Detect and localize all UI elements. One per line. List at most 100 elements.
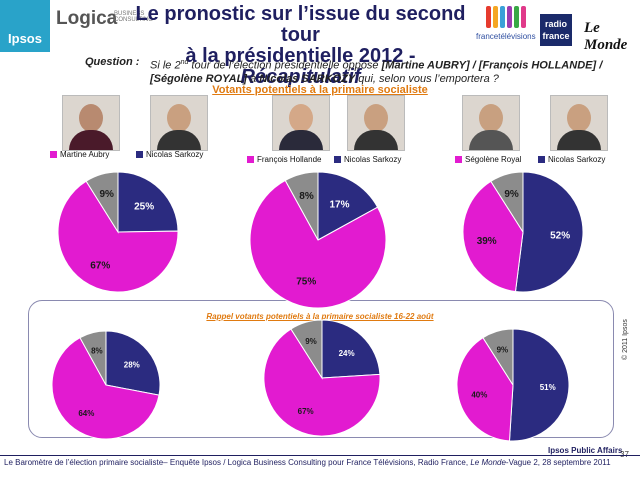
question-part-2: tour de l’élection présidentielle oppose — [188, 59, 382, 72]
legend-item: Martine Aubry — [50, 150, 109, 159]
legend-label: Nicolas Sarkozy — [548, 155, 606, 164]
pie-slice-other — [290, 319, 323, 380]
ftv-logo-bars — [486, 6, 528, 33]
question-part-1: Si le 2 — [150, 59, 181, 72]
footer-text-main: Le Baromètre de l’élection primaire soci… — [4, 458, 471, 467]
legend-label: Ségolène Royal — [465, 155, 522, 164]
ipsos-logo: Ipsos — [0, 0, 50, 52]
question-text: Si le 2nd tour de l’élection présidentie… — [150, 56, 620, 86]
legend-item: Nicolas Sarkozy — [538, 155, 605, 164]
logica-logo-sub: BUSINESS CONSULTING — [114, 11, 153, 23]
ftv-logo-bar — [507, 6, 512, 28]
photo-nicolas-sarkozy-1 — [150, 95, 208, 151]
footer-divider — [0, 455, 640, 456]
ftv-logo-bar — [486, 6, 491, 28]
question-part-3: à — [246, 72, 260, 85]
photo-nicolas-sarkozy-3 — [550, 95, 608, 151]
pie-data-label: 75% — [296, 276, 316, 287]
pie-slice-socialist — [249, 179, 387, 309]
pie-slice-sarkozy — [514, 171, 584, 293]
logica-logo-text: Logica — [56, 8, 118, 29]
pie-data-label: 28% — [124, 361, 140, 370]
legend-label: Nicolas Sarkozy — [146, 150, 204, 159]
legend-item: Nicolas Sarkozy — [136, 150, 203, 159]
title-line-2-italic: Récapitulatif — [240, 66, 361, 88]
pie-slice-other — [85, 171, 119, 234]
title-line-2: à la présidentielle 2012 - Récapitulatif — [128, 46, 473, 88]
footer-text-end: -Vague 2, 28 septembre 2011 — [505, 458, 611, 467]
legend-swatch — [247, 156, 254, 163]
question-part-4: qui, selon vous l’emportera ? — [355, 72, 499, 85]
rf-logo-line-1: radio — [544, 19, 567, 29]
pie-data-label: 8% — [91, 346, 103, 355]
pie-slice-socialist — [263, 328, 381, 437]
ftv-logo-bar — [521, 6, 526, 28]
ftv-logo-bar — [493, 6, 498, 28]
recall-title: Rappel votants potentiels à la primaire … — [206, 312, 434, 321]
pie-slice-other — [482, 328, 514, 387]
ftv-logo-bar — [500, 6, 505, 28]
pie-data-label: 17% — [329, 200, 349, 211]
pie-data-label: 67% — [90, 261, 110, 272]
question-sup: nd — [180, 59, 189, 66]
pie-slice-sarkozy — [117, 171, 179, 233]
question-label: Question : — [85, 56, 140, 68]
legend-label: Nicolas Sarkozy — [344, 155, 402, 164]
logica-logo: Logica BUSINESS CONSULTING — [56, 8, 153, 30]
pie-data-label: 39% — [477, 236, 497, 247]
ipsos-public-affairs-label: Ipsos Public Affairs — [548, 446, 623, 455]
pie-slice-sarkozy — [321, 319, 381, 379]
pie-data-label: 64% — [78, 409, 94, 418]
footer-text: Le Baromètre de l’élection primaire soci… — [4, 458, 611, 467]
footer-text-italic: Le Monde — [470, 458, 506, 467]
pie-data-label: 24% — [339, 349, 355, 358]
page-number: 37 — [620, 450, 629, 459]
pie-data-label: 25% — [134, 201, 154, 212]
pie-slice-other — [284, 171, 319, 241]
legend-swatch — [455, 156, 462, 163]
legend-swatch — [136, 151, 143, 158]
pie-slice-sarkozy — [317, 171, 379, 241]
ftv-logo-text: francetélévisions — [476, 32, 536, 41]
pie-data-label: 40% — [471, 391, 487, 400]
pie-slice-sarkozy — [105, 330, 161, 396]
pie-slice-socialist — [51, 336, 160, 440]
photo-segolene-royal — [462, 95, 520, 151]
copyright: © 2011 Ipsos — [622, 319, 629, 360]
photo-francois-hollande — [272, 95, 330, 151]
pie-data-label: 9% — [504, 189, 519, 200]
legend-swatch — [334, 156, 341, 163]
rf-logo-line-2: france — [542, 31, 570, 41]
legend-swatch — [538, 156, 545, 163]
france-televisions-logo: francetélévisions — [476, 6, 538, 50]
pie-slice-sarkozy — [508, 328, 570, 442]
header: Ipsos Logica BUSINESS CONSULTING Le pron… — [0, 0, 640, 88]
pie-data-label: 67% — [298, 407, 314, 416]
photo-nicolas-sarkozy-2 — [347, 95, 405, 151]
question-sarkozy: Nicolas SARKOZY — [259, 72, 356, 85]
section-subtitle: Votants potentiels à la primaire sociali… — [212, 84, 428, 96]
title-line-1: Le pronostic sur l’issue du second tour — [135, 3, 466, 46]
pie-slice-other — [79, 330, 107, 386]
legend-label: Martine Aubry — [60, 150, 110, 159]
legend-label: François Hollande — [257, 155, 322, 164]
page-title: Le pronostic sur l’issue du second tour … — [128, 4, 473, 88]
legend-item: François Hollande — [247, 155, 321, 164]
pie-data-label: 9% — [305, 337, 317, 346]
pie-data-label: 9% — [100, 189, 115, 200]
pie-slice-socialist — [57, 180, 179, 293]
pie-data-label: 8% — [299, 191, 314, 202]
pie-data-label: 52% — [550, 230, 570, 241]
photo-martine-aubry — [62, 95, 120, 151]
pie-slice-other — [490, 171, 524, 234]
pie-data-label: 9% — [497, 345, 509, 354]
pie-data-label: 51% — [540, 383, 556, 392]
title-line-2-main: à la présidentielle 2012 - — [185, 45, 416, 67]
ftv-logo-bar — [514, 6, 519, 28]
radio-france-logo: radio france — [540, 14, 572, 46]
legend-item: Nicolas Sarkozy — [334, 155, 401, 164]
question-candidates: [Martine AUBRY] / [François HOLLANDE] / … — [150, 59, 603, 85]
legend-item: Ségolène Royal — [455, 155, 521, 164]
legend-swatch — [50, 151, 57, 158]
